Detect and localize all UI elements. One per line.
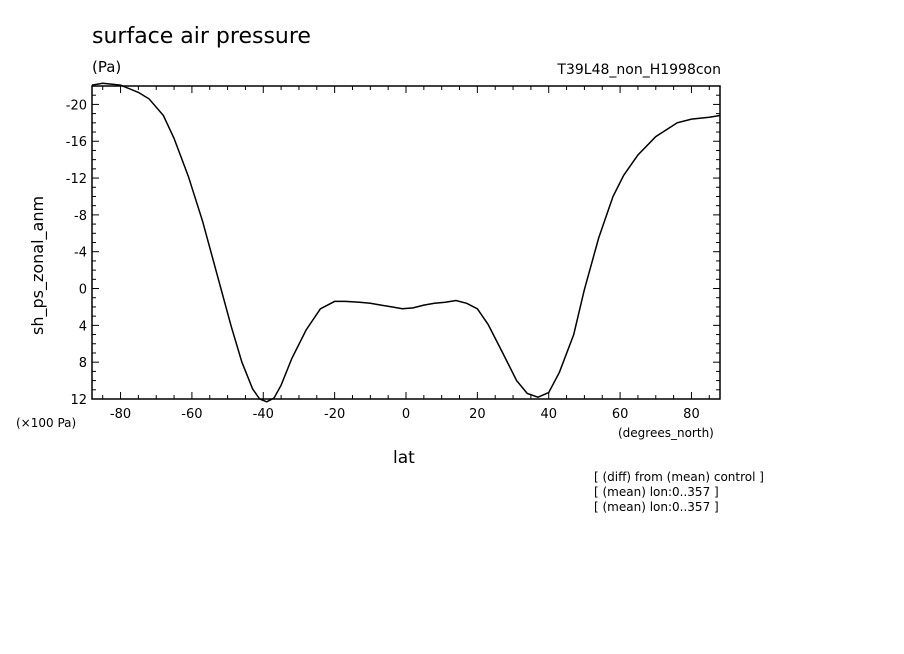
x-axis-ticks: -80 -60 -40 -20 0 20 40 60 80	[102, 86, 710, 422]
y-tick-label: -4	[74, 246, 87, 261]
y-tick-label: -20	[66, 98, 87, 113]
x-tick-label: 20	[469, 407, 486, 422]
units-label: (Pa)	[92, 58, 122, 76]
y-tick-label: 12	[70, 393, 87, 408]
x-units-label: (degrees_north)	[618, 426, 714, 440]
x-axis-title: lat	[393, 448, 415, 468]
plot-frame	[91, 85, 721, 400]
chart-title: surface air pressure	[92, 24, 311, 49]
notes-block: [ (diff) from (mean) control ] [ (mean) …	[594, 470, 764, 515]
run-label: T39L48_non_H1998con	[557, 62, 721, 78]
note-line: [ (mean) lon:0..357 ]	[594, 485, 719, 499]
x-tick-label: -20	[324, 407, 345, 422]
y-tick-label: -16	[66, 135, 87, 150]
x-tick-label: 0	[402, 407, 410, 422]
x-tick-label: -60	[181, 407, 202, 422]
y-tick-label: -12	[66, 172, 87, 187]
note-line: [ (mean) lon:0..357 ]	[594, 500, 719, 514]
series-line	[91, 82, 721, 403]
note-line: [ (diff) from (mean) control ]	[594, 470, 764, 484]
y-tick-label: 4	[79, 319, 87, 334]
x-tick-label: 80	[683, 407, 700, 422]
x-tick-label: -40	[253, 407, 274, 422]
y-axis-title: sh_ps_zonal_anm	[28, 195, 47, 335]
y-scale-label: (×100 Pa)	[16, 416, 77, 430]
y-tick-label: 0	[79, 283, 87, 298]
x-tick-label: 60	[612, 407, 629, 422]
y-tick-label: -8	[74, 209, 87, 224]
x-tick-label: -80	[110, 407, 131, 422]
y-tick-label: 8	[79, 356, 87, 371]
y-axis-ticks: -20 -16 -12 -8 -4 0 4 8 12	[66, 85, 720, 408]
x-tick-label: 40	[540, 407, 557, 422]
